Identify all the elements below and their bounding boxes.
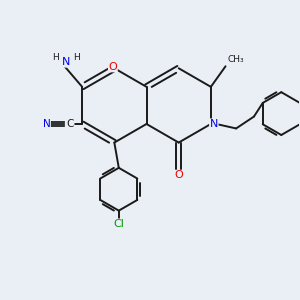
Text: H: H	[52, 52, 59, 62]
Text: N: N	[43, 119, 50, 129]
Text: N: N	[62, 57, 70, 67]
Text: H: H	[73, 52, 80, 62]
Text: O: O	[174, 170, 183, 180]
Text: Cl: Cl	[113, 219, 124, 229]
Text: C: C	[67, 119, 74, 129]
Text: O: O	[109, 62, 117, 72]
Text: N: N	[210, 119, 218, 129]
Text: CH₃: CH₃	[227, 55, 244, 64]
